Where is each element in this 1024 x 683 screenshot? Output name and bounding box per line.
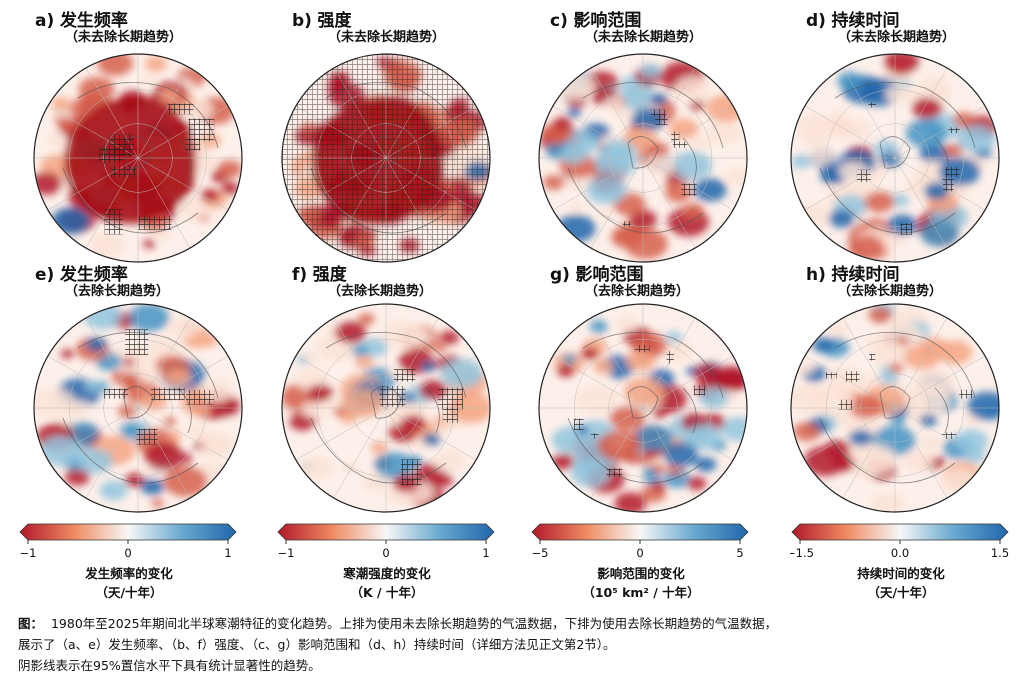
caption-line-1: 1980年至2025年期间北半球寒潮特征的变化趋势。上排为使用未去除长期趋势的气… [50, 616, 778, 631]
colorbar-label-line-1: 持续时间的变化 [857, 566, 945, 581]
colorbar-tick-mid: 0 [382, 546, 389, 560]
colorbar-label-line-1: 影响范围的变化 [597, 566, 685, 581]
panel-name: 持续时间 [831, 265, 900, 285]
panel-title: d) 持续时间 [806, 6, 900, 31]
colorbar-tick-min: −1.5 [790, 546, 814, 560]
caption-prefix: 图： [18, 616, 44, 631]
figure-caption: 图： 1980年至2025年期间北半球寒潮特征的变化趋势。上排为使用未去除长期趋… [18, 613, 1008, 676]
panel-name: 发生频率 [59, 265, 128, 285]
polar-map-g [538, 303, 748, 513]
colorbar-label-line-2: （10⁵ km² / 十年） [582, 585, 700, 600]
panel-name: 影响范围 [573, 11, 642, 31]
panel-title: b) 强度 [292, 6, 352, 31]
panel-name: 持续时间 [831, 11, 900, 31]
panel-title: a) 发生频率 [35, 6, 128, 31]
panel-name: 强度 [312, 265, 347, 285]
colorbar-label: 影响范围的变化 （10⁵ km² / 十年） [530, 563, 752, 601]
panel-subtitle: （去除长期趋势） [838, 284, 943, 299]
colorbar-tick-max: 1.5 [991, 546, 1009, 560]
panel-letter: b) [292, 11, 312, 31]
colorbar-tick-mid: 0.0 [891, 546, 909, 560]
colorbar-label-line-1: 寒潮强度的变化 [343, 566, 431, 581]
caption-line-3: 阴影线表示在95%置信水平下具有统计显著性的趋势。 [18, 658, 321, 673]
colorbar-label: 发生频率的变化 （天/十年） [18, 563, 240, 601]
colorbar-label: 持续时间的变化 （天/十年） [790, 563, 1012, 601]
colorbar-tick-min: −1 [20, 546, 37, 560]
colorbar-tick-mid: 0 [636, 546, 643, 560]
panel-subtitle: （未去除长期趋势） [65, 30, 183, 45]
panel-title: g) 影响范围 [550, 260, 644, 285]
colorbar-label: 寒潮强度的变化 （K / 十年） [276, 563, 498, 601]
panel-subtitle: （去除长期趋势） [65, 284, 170, 299]
colorbar-tick-mid: 0 [124, 546, 131, 560]
panel-letter: e) [35, 265, 55, 285]
panel-letter: a) [35, 11, 55, 31]
polar-map-h [790, 303, 1000, 513]
panel-subtitle: （未去除长期趋势） [838, 30, 956, 45]
panel-subtitle: （未去除长期趋势） [328, 30, 446, 45]
colorbar-tick-max: 5 [736, 546, 743, 560]
panel-letter: c) [550, 11, 568, 31]
panel-letter: g) [550, 265, 570, 285]
polar-map-e [33, 303, 243, 513]
panel-title: c) 影响范围 [550, 6, 641, 31]
colorbar-4: −1.5 0.0 1.5 [790, 523, 1009, 560]
colorbar-tick-min: −5 [532, 546, 549, 560]
panel-title: h) 持续时间 [806, 260, 899, 285]
colorbar-2: −1 0 1 [277, 523, 495, 560]
polar-map-f [281, 303, 491, 513]
colorbar-tick-max: 1 [482, 546, 489, 560]
panel-subtitle: （未去除长期趋势） [585, 30, 703, 45]
caption-line-2: 展示了（a、e）发生频率、（b、f）强度、（c、g）影响范围和（d、h）持续时间… [18, 637, 616, 652]
panel-name: 影响范围 [575, 265, 644, 285]
panel-letter: f) [292, 265, 308, 285]
panel-letter: h) [806, 265, 826, 285]
colorbar-tick-min: −1 [278, 546, 295, 560]
polar-map-c [538, 53, 748, 263]
polar-map-b [281, 53, 491, 263]
panel-title: e) 发生频率 [35, 260, 128, 285]
panel-letter: d) [806, 11, 826, 31]
polar-map-a [33, 53, 243, 263]
colorbar-label-line-2: （天/十年） [867, 585, 935, 600]
colorbar-label-line-1: 发生频率的变化 [85, 566, 173, 581]
colorbar-1: −1 0 1 [19, 523, 237, 560]
panel-name: 强度 [317, 11, 352, 31]
colorbar-tick-max: 1 [224, 546, 231, 560]
colorbar-label-line-2: （K / 十年） [350, 585, 424, 600]
panel-title: f) 强度 [292, 260, 347, 285]
panel-subtitle: （去除长期趋势） [585, 284, 690, 299]
colorbar-label-line-2: （天/十年） [95, 585, 163, 600]
panel-subtitle: （去除长期趋势） [328, 284, 433, 299]
panel-name: 发生频率 [59, 11, 128, 31]
polar-map-d [790, 53, 1000, 263]
colorbar-3: −5 0 5 [531, 523, 749, 560]
